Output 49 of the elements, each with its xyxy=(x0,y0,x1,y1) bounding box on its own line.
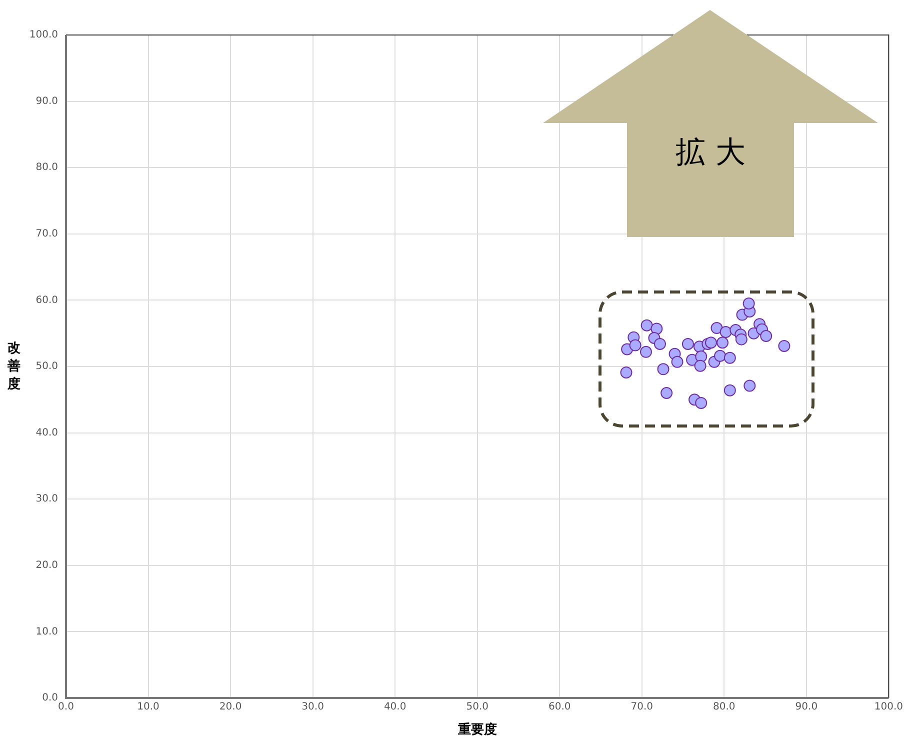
point xyxy=(654,338,666,350)
point xyxy=(714,350,726,362)
annotation: 拡 大 xyxy=(674,134,746,172)
point xyxy=(704,336,717,349)
x-tick-label: 60.0 xyxy=(548,702,571,713)
y-tick-label: 10.0 xyxy=(36,626,58,638)
point xyxy=(778,340,790,352)
point xyxy=(724,352,736,364)
point xyxy=(682,338,694,350)
point xyxy=(744,380,756,392)
x-tick-label: 70.0 xyxy=(630,702,654,713)
x-tick-label: 30.0 xyxy=(302,702,324,713)
x-tick-label: 50.0 xyxy=(466,702,488,713)
x-tick-label: 80.0 xyxy=(713,702,736,713)
point xyxy=(640,346,652,358)
point xyxy=(640,319,653,332)
y-tick-label: 30.0 xyxy=(36,494,58,505)
y-tick-label: 60.0 xyxy=(36,294,58,306)
x-tick-label: 100.0 xyxy=(874,702,904,713)
point xyxy=(720,326,732,338)
point xyxy=(657,363,670,376)
point xyxy=(620,366,632,378)
point xyxy=(710,322,723,334)
x-tick-label: 0.0 xyxy=(58,702,74,713)
point xyxy=(660,387,673,400)
y-tick-label: 50.0 xyxy=(36,361,58,372)
point xyxy=(742,298,755,310)
y-tick-label: 90.0 xyxy=(36,96,58,107)
x-tick-label: 10.0 xyxy=(137,702,160,713)
x-tick-label: 40.0 xyxy=(384,702,406,713)
y-tick-label: 0.0 xyxy=(42,692,58,704)
point xyxy=(629,339,642,352)
y-tick-label: 100.0 xyxy=(29,30,58,41)
point xyxy=(760,330,772,342)
y-axis-title: 改善度 xyxy=(6,340,22,394)
y-tick-label: 70.0 xyxy=(36,228,58,240)
y-tick-label: 40.0 xyxy=(36,427,58,438)
point xyxy=(724,384,736,396)
x-tick-label: 20.0 xyxy=(219,702,242,713)
x-axis-title: 重要度 xyxy=(456,722,497,738)
point xyxy=(695,396,708,409)
x-tick-label: 90.0 xyxy=(795,702,818,713)
point xyxy=(694,360,706,372)
y-tick-label: 80.0 xyxy=(36,162,58,174)
point xyxy=(671,356,684,368)
point xyxy=(735,333,748,346)
point xyxy=(716,336,729,349)
point xyxy=(650,322,663,335)
y-tick-label: 20.0 xyxy=(36,560,58,571)
